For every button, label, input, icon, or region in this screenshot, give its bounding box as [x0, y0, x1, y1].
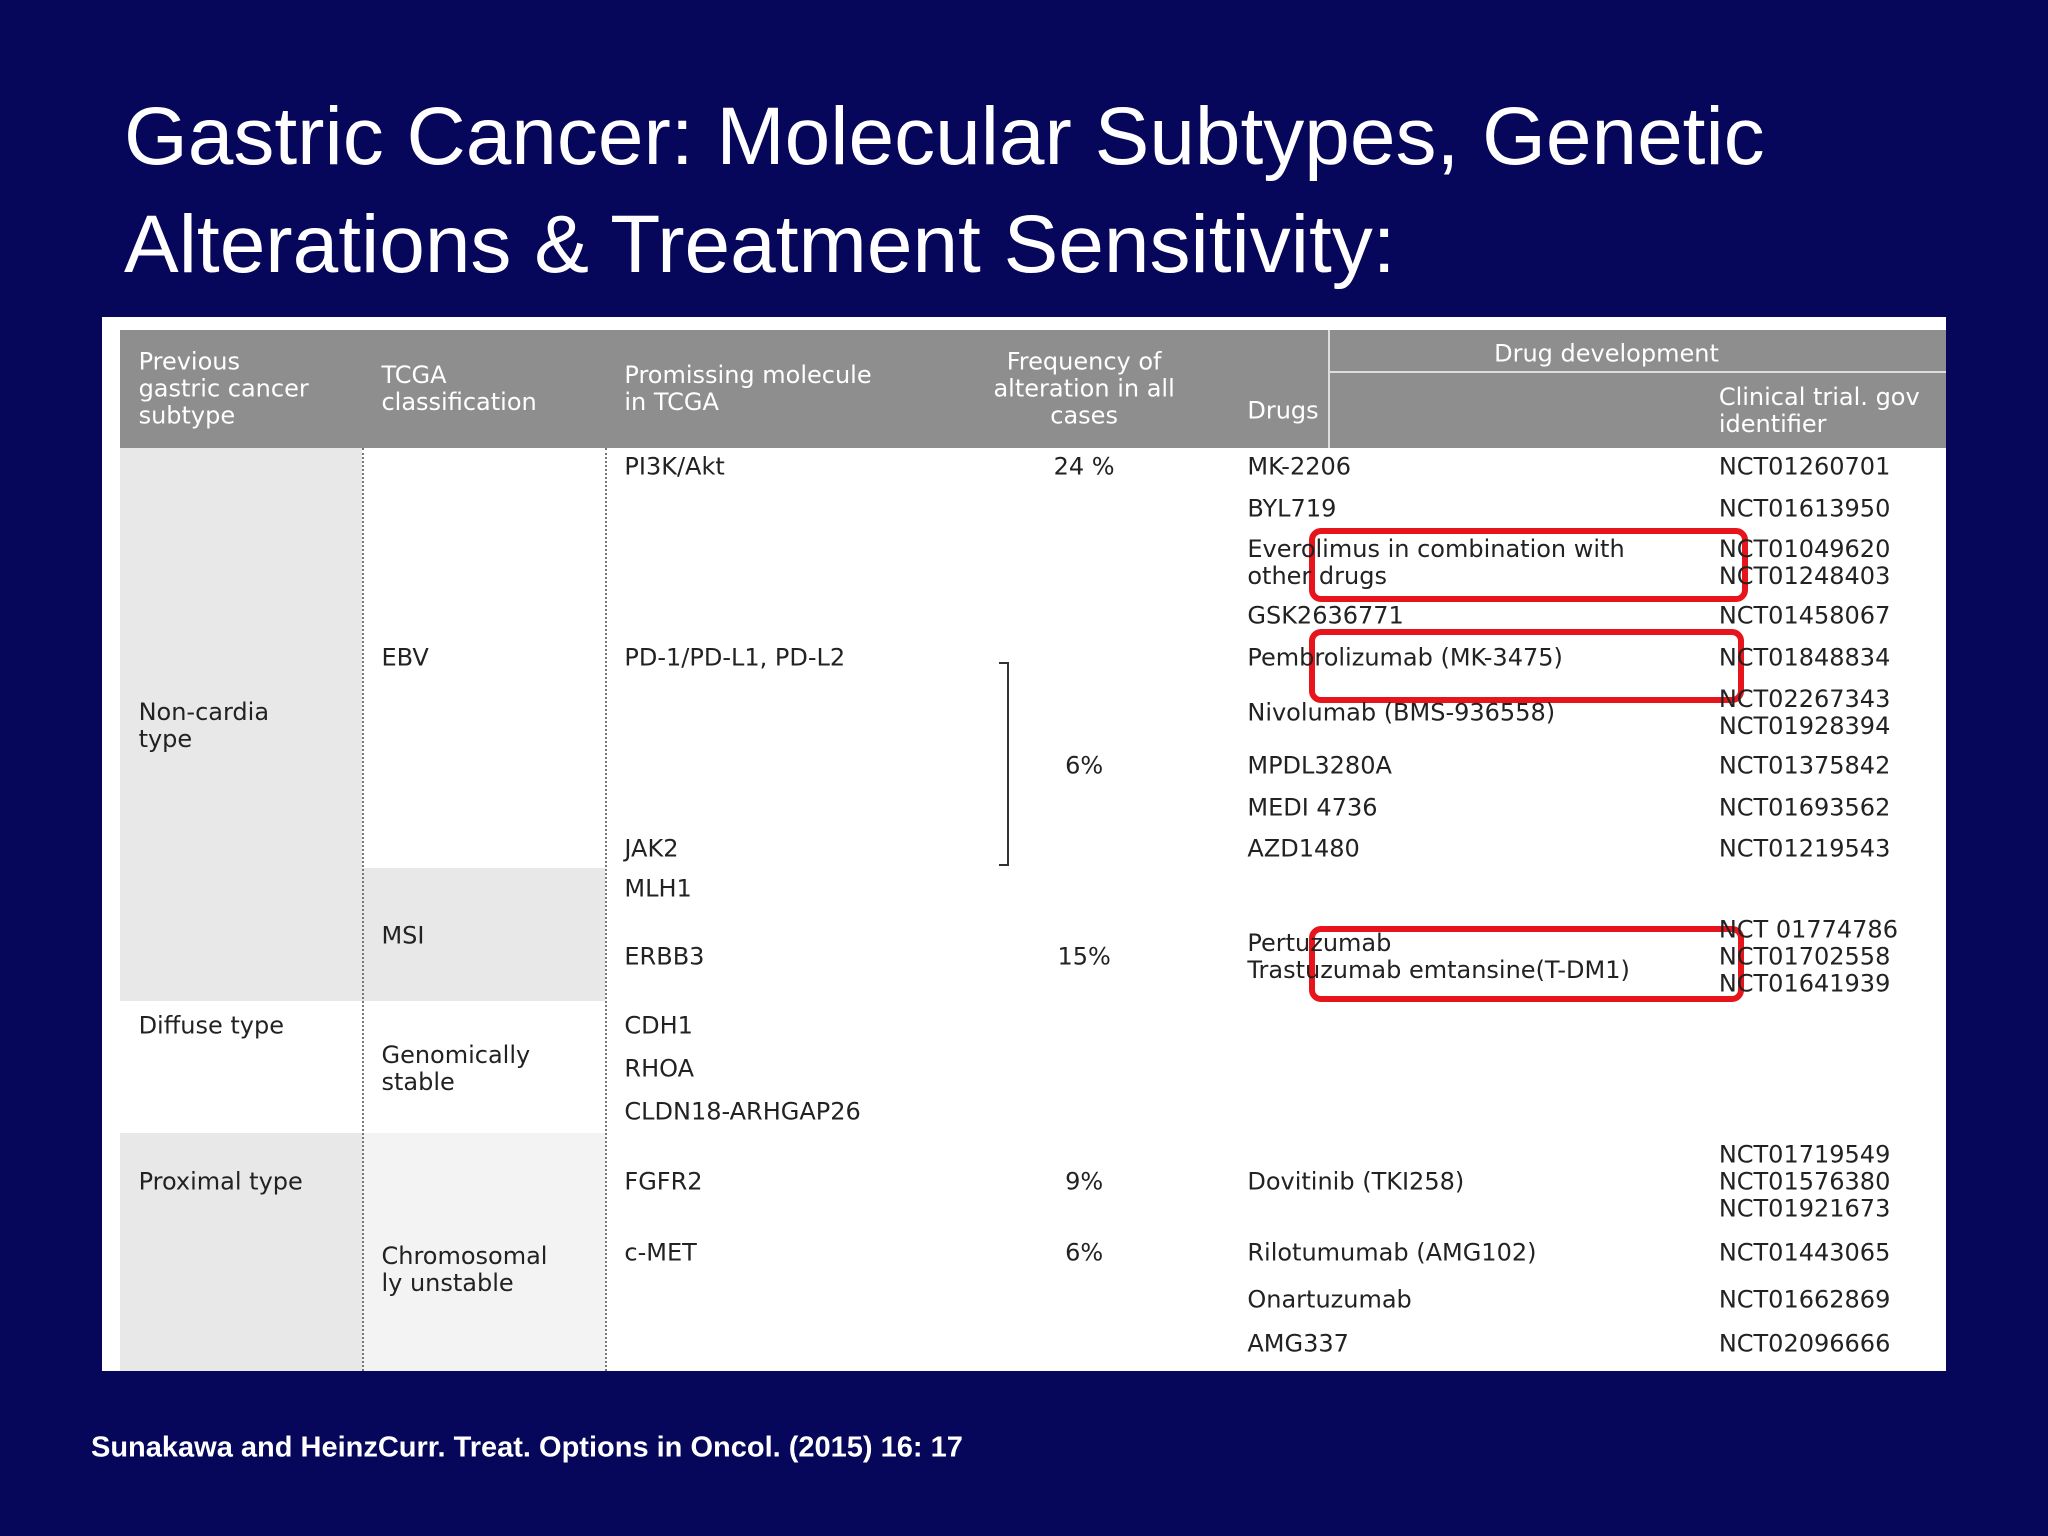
molecule: RHOA — [624, 1054, 694, 1083]
trial-id: NCT01848834 — [1718, 643, 1891, 672]
header-bg — [120, 330, 1946, 448]
column-header: Promissing molecule in TCGA — [624, 360, 872, 416]
frequency: 6% — [1065, 1238, 1104, 1267]
trial-id: NCT01613950 — [1718, 494, 1891, 523]
drug: Pertuzumab Trastuzumab emtansine(T-DM1) — [1247, 928, 1630, 984]
drug: AMG337 — [1247, 1329, 1349, 1358]
subtype: Proximal type — [138, 1167, 303, 1196]
cell-bg — [362, 1133, 605, 1371]
header-divider — [1328, 330, 1330, 448]
drug: Onartuzumab — [1247, 1285, 1412, 1314]
cell-bg — [120, 448, 362, 1001]
molecule: JAK2 — [624, 834, 679, 863]
header-divider — [1328, 371, 1946, 373]
trial-id: NCT01693562 — [1718, 793, 1891, 822]
trial-id: NCT 01774786 NCT01702558 NCT01641939 — [1718, 915, 1898, 998]
column-divider — [605, 448, 607, 1371]
drug: Dovitinib (TKI258) — [1247, 1167, 1465, 1196]
classification: Genomically stable — [381, 1041, 531, 1097]
citation: Sunakawa and HeinzCurr. Treat. Options i… — [91, 1431, 963, 1464]
highlight-box — [1309, 629, 1744, 703]
trial-id: NCT01443065 — [1718, 1238, 1891, 1267]
molecule: PI3K/Akt — [624, 452, 725, 481]
trial-id: NCT01719549 NCT01576380 NCT01921673 — [1718, 1140, 1891, 1223]
cell-bg — [120, 1133, 362, 1371]
molecule: PD-1/PD-L1, PD-L2 — [624, 643, 846, 672]
drug: GSK2636771 — [1247, 601, 1404, 630]
column-header: TCGA classification — [381, 360, 537, 416]
cell-bg — [362, 868, 605, 1001]
column-header: Clinical trial. gov identifier — [1718, 383, 1920, 439]
drug: MK-2206 — [1247, 452, 1352, 481]
frequency: 15% — [1057, 942, 1111, 971]
molecule: FGFR2 — [624, 1167, 703, 1196]
drug: Nivolumab (BMS-936558) — [1247, 698, 1556, 727]
classification: EBV — [381, 643, 429, 672]
classification: Chromosomal ly unstable — [381, 1242, 548, 1298]
trial-id: NCT02096666 — [1718, 1329, 1891, 1358]
slide-title: Gastric Cancer: Molecular Subtypes, Gene… — [124, 91, 1765, 182]
column-header: Drug development — [1494, 339, 1719, 368]
drug: MPDL3280A — [1247, 751, 1392, 780]
table: Previous gastric cancer subtype TCGA clas… — [102, 317, 1946, 1371]
column-divider — [362, 448, 364, 1371]
column-header: Frequency of alteration in all cases — [993, 347, 1175, 430]
classification: MSI — [381, 921, 425, 950]
bracket — [999, 662, 1009, 866]
frequency: 9% — [1065, 1167, 1104, 1196]
drug: BYL719 — [1247, 494, 1337, 523]
drug: Rilotumumab (AMG102) — [1247, 1238, 1537, 1267]
column-header: Drugs — [1247, 396, 1319, 425]
trial-id: NCT02267343 NCT01928394 — [1718, 684, 1891, 740]
trial-id: NCT01662869 — [1718, 1285, 1891, 1314]
frequency: 24 % — [1053, 452, 1115, 481]
drug: Everolimus in combination with other dru… — [1247, 534, 1625, 590]
subtype: Non-cardia type — [138, 697, 270, 753]
frequency: 6% — [1065, 751, 1104, 780]
trial-id: NCT01260701 — [1718, 452, 1891, 481]
highlight-box — [1309, 926, 1744, 1002]
molecule: CDH1 — [624, 1011, 693, 1040]
subtype: Diffuse type — [138, 1011, 284, 1040]
molecule: ERBB3 — [624, 942, 705, 971]
molecule: c-MET — [624, 1238, 697, 1267]
molecule: MLH1 — [624, 874, 692, 903]
trial-id: NCT01049620 NCT01248403 — [1718, 534, 1891, 590]
drug: Pembrolizumab (MK-3475) — [1247, 643, 1563, 672]
trial-id: NCT01458067 — [1718, 601, 1891, 630]
column-header: Previous gastric cancer subtype — [138, 347, 309, 430]
trial-id: NCT01375842 — [1718, 751, 1891, 780]
molecule: CLDN18-ARHGAP26 — [624, 1097, 861, 1126]
drug: AZD1480 — [1247, 834, 1360, 863]
highlight-box — [1309, 528, 1748, 602]
slide-title: Alterations & Treatment Sensitivity: — [124, 199, 1396, 290]
drug: MEDI 4736 — [1247, 793, 1378, 822]
trial-id: NCT01219543 — [1718, 834, 1891, 863]
